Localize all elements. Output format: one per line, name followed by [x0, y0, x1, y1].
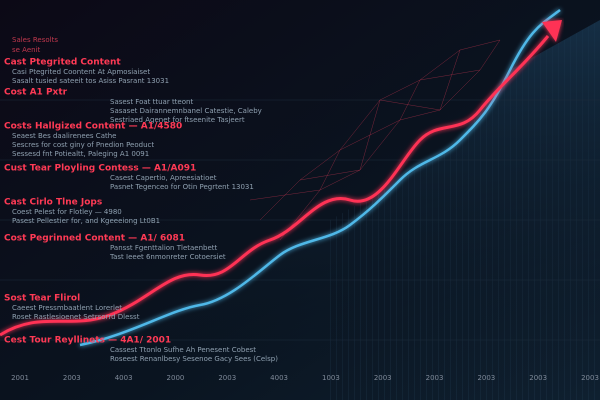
arrow-head: [542, 20, 562, 42]
block-line: Seaest Bes daalirenees Cathe: [12, 132, 116, 140]
block-line: Sasaset Dairannemnbanel Catestie, Caleby: [110, 107, 262, 115]
block-line: Sestriaed Agenet for ftseenite Tasjeert: [110, 116, 245, 124]
red-line: [0, 35, 550, 337]
block-heading: Cost Pegrinned Content — A1/ 6081: [4, 234, 185, 244]
mesh: [249, 39, 501, 241]
block-line: Roset Rastlesioenet Setrsorrd Dlesst: [12, 313, 140, 321]
block-line: Tast Ieeet 6nmonreter Cotoersiet: [109, 253, 226, 261]
x-label: 2000: [167, 374, 185, 382]
block-line: Cassest Ttonlo Sufhe Ah Penesent Cobest: [110, 346, 256, 354]
x-label: 4003: [115, 374, 133, 382]
block-heading: Sost Tear Flirol: [4, 294, 80, 304]
block-heading: Cast Cirlo Tlne Jops: [4, 198, 102, 208]
block-heading: Cest Tour Reyllinets — 4A1/ 2001: [4, 336, 171, 346]
block-line: Pasest Pellestier for, and Kgeeeiong Lt0…: [12, 217, 160, 225]
x-label: 2003: [477, 374, 495, 382]
x-label: 2003: [426, 374, 444, 382]
x-label: 2003: [374, 374, 392, 382]
x-label: 2003: [529, 374, 547, 382]
block-line: Casi Ptegrited Coontent At Apmosiaiset: [12, 68, 150, 76]
block-line: Coest Pelest for Flotley — 4980: [12, 208, 122, 216]
x-label: 2001: [11, 374, 29, 382]
block-line: Roseest Renanlbesy Sesenoe Gacy Sees (Ce…: [110, 355, 278, 363]
block-line: Pasnet Tegenceo for Otin Pegrtent 13031: [110, 183, 254, 191]
block-heading: Cast Ptegrited Content: [4, 58, 121, 68]
block-line: Caeest Pressmbaatlent Lorerlet: [12, 304, 122, 312]
x-label: 2003: [63, 374, 81, 382]
block-line: Casest Capertio, Apreesiatioet: [110, 174, 217, 182]
x-label: 4003: [270, 374, 288, 382]
area-fill: [80, 20, 600, 400]
header-title: Sales Resolts: [12, 36, 58, 44]
block-line: Pansst Fgenttalion Tletaenbett: [110, 244, 218, 252]
block-heading: Costs Hallgized Content — A1/4580: [4, 122, 182, 132]
x-label: 1003: [322, 374, 340, 382]
x-label: 2003: [581, 374, 599, 382]
block-line: Sescres for cost giny of Pnedion Peoduct: [12, 141, 154, 149]
block-heading: Cust Tear Ployling Contess — A1/A091: [4, 164, 196, 174]
block-line: Sasalt tusied sateeit tos Asiss Pasrant …: [12, 77, 169, 85]
x-label: 2003: [218, 374, 236, 382]
header-subtitle: se Aenit: [12, 46, 41, 54]
block-line: Sessesd fnt Potiealtt, Paleging A1 0091: [12, 150, 149, 158]
block-heading: Cost A1 Pxtr: [4, 88, 68, 98]
block-line: Sasest Foat ttuar tteont: [110, 98, 193, 106]
